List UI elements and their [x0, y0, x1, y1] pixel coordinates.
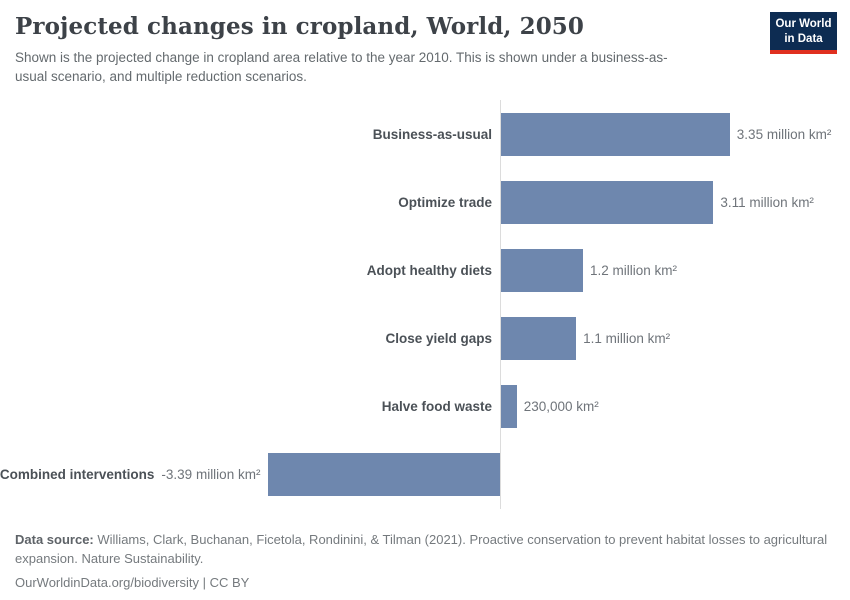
owid-logo-line2: in Data [784, 32, 823, 45]
category-label-row: Combined interventions -3.39 million km² [0, 453, 260, 496]
category-label: Business-as-usual [372, 126, 492, 142]
category-label: Close yield gaps [385, 331, 492, 347]
bar-optimize-trade[interactable] [501, 180, 714, 224]
data-source-label: Data source: [15, 532, 94, 547]
category-label: Halve food waste [381, 399, 492, 415]
value-label: 3.11 million km² [720, 194, 814, 210]
category-label-row: Business-as-usual [0, 113, 492, 156]
owid-logo-line1: Our World [775, 18, 832, 30]
bar-business-as-usual[interactable] [501, 112, 730, 156]
bar-chart: Business-as-usual 3.35 million km² Optimiz… [0, 100, 850, 509]
value-label: -3.39 million km² [161, 467, 261, 483]
chart-footer: Data source: Williams, Clark, Buchanan, … [15, 531, 835, 593]
bar-halve-food-waste[interactable] [501, 385, 517, 429]
data-source-note: Data source: Williams, Clark, Buchanan, … [15, 531, 835, 569]
zero-axis-line [500, 100, 501, 509]
bar-combined-interventions[interactable] [268, 453, 500, 497]
license-line: OurWorldinData.org/biodiversity | CC BY [15, 574, 250, 590]
value-label: 230,000 km² [523, 399, 599, 415]
value-label: 1.1 million km² [583, 331, 671, 347]
value-label: 1.2 million km² [589, 262, 677, 278]
owid-logo: Our World in Data [770, 12, 837, 55]
value-label: 3.35 million km² [736, 126, 832, 142]
bar-adopt-healthy-diets[interactable] [501, 248, 583, 292]
bar-close-yield-gaps[interactable] [501, 317, 577, 361]
category-label: Adopt healthy diets [366, 262, 492, 278]
page-title: Projected changes in cropland, World, 20… [15, 13, 585, 40]
category-label-row: Adopt healthy diets [0, 249, 492, 292]
chart-header: Projected changes in cropland, World, 20… [15, 12, 837, 86]
category-label: Optimize trade [398, 194, 492, 210]
category-label-row: Close yield gaps [0, 317, 492, 360]
data-source-text: Williams, Clark, Buchanan, Ficetola, Ron… [15, 532, 828, 566]
category-label-row: Optimize trade [0, 181, 492, 224]
category-label-row: Halve food waste [0, 385, 492, 428]
category-label: Combined interventions [0, 467, 155, 483]
chart-subtitle: Shown is the projected change in croplan… [15, 50, 668, 85]
